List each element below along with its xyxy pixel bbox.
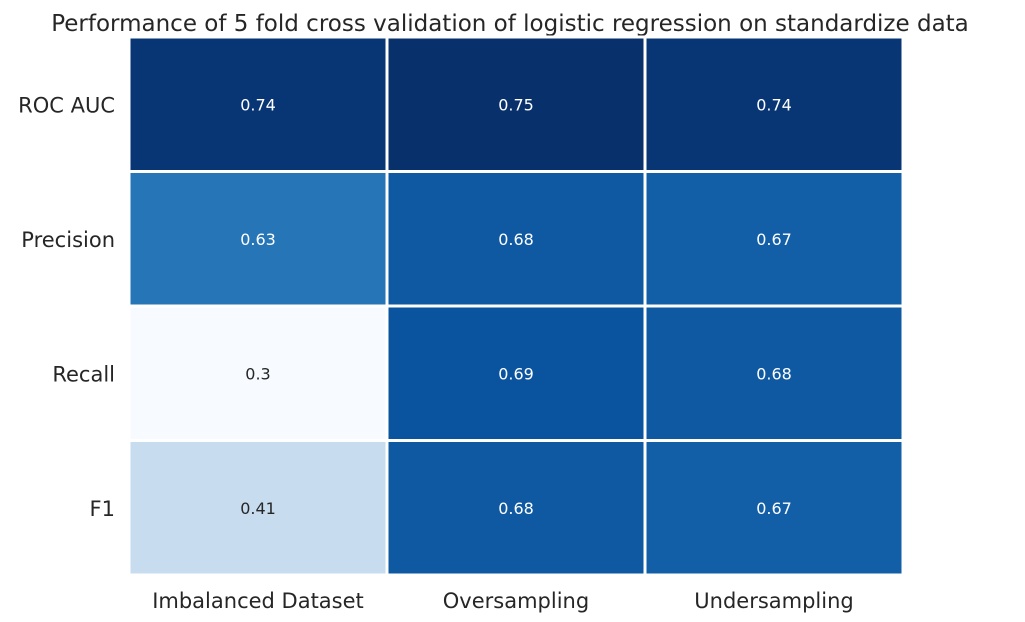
cell-value-label: 0.68 [498, 499, 534, 518]
cell-value-label: 0.74 [756, 95, 792, 114]
cell-value-label: 0.68 [756, 364, 792, 383]
cell-value-label: 0.41 [240, 499, 276, 518]
column-tick-label: Undersampling [694, 589, 853, 613]
chart-title: Performance of 5 fold cross validation o… [51, 11, 969, 37]
row-tick-label: F1 [90, 497, 115, 521]
cell-value-label: 0.67 [756, 230, 792, 249]
column-tick-labels: Imbalanced Dataset Oversampling Undersampl… [152, 589, 854, 613]
heatmap-cell [643, 35, 905, 173]
heatmap-cells: 0.74 0.75 0.74 0.63 0.68 0.67 0.3 0.69 0.68 0.41 0… [127, 35, 905, 577]
cell-value-label: 0.75 [498, 95, 534, 114]
heatmap-cell [127, 35, 389, 173]
heatmap-cell [643, 170, 905, 308]
row-tick-label: Precision [21, 228, 115, 252]
column-tick-label: Oversampling [443, 589, 589, 613]
row-tick-labels: ROC AUC Precision Recall F1 [18, 93, 115, 521]
column-tick-label: Imbalanced Dataset [152, 589, 364, 613]
heatmap-cell [385, 304, 647, 442]
heatmap-cell [643, 439, 905, 577]
cell-value-label: 0.3 [245, 364, 270, 383]
heatmap-cell [385, 35, 647, 173]
cell-value-label: 0.67 [756, 499, 792, 518]
row-tick-label: Recall [52, 362, 115, 386]
row-tick-label: ROC AUC [18, 93, 115, 117]
cell-value-label: 0.69 [498, 364, 534, 383]
cell-value-label: 0.63 [240, 230, 276, 249]
cell-value-label: 0.74 [240, 95, 276, 114]
heatmap-cell [127, 439, 389, 577]
cell-value-label: 0.68 [498, 230, 534, 249]
